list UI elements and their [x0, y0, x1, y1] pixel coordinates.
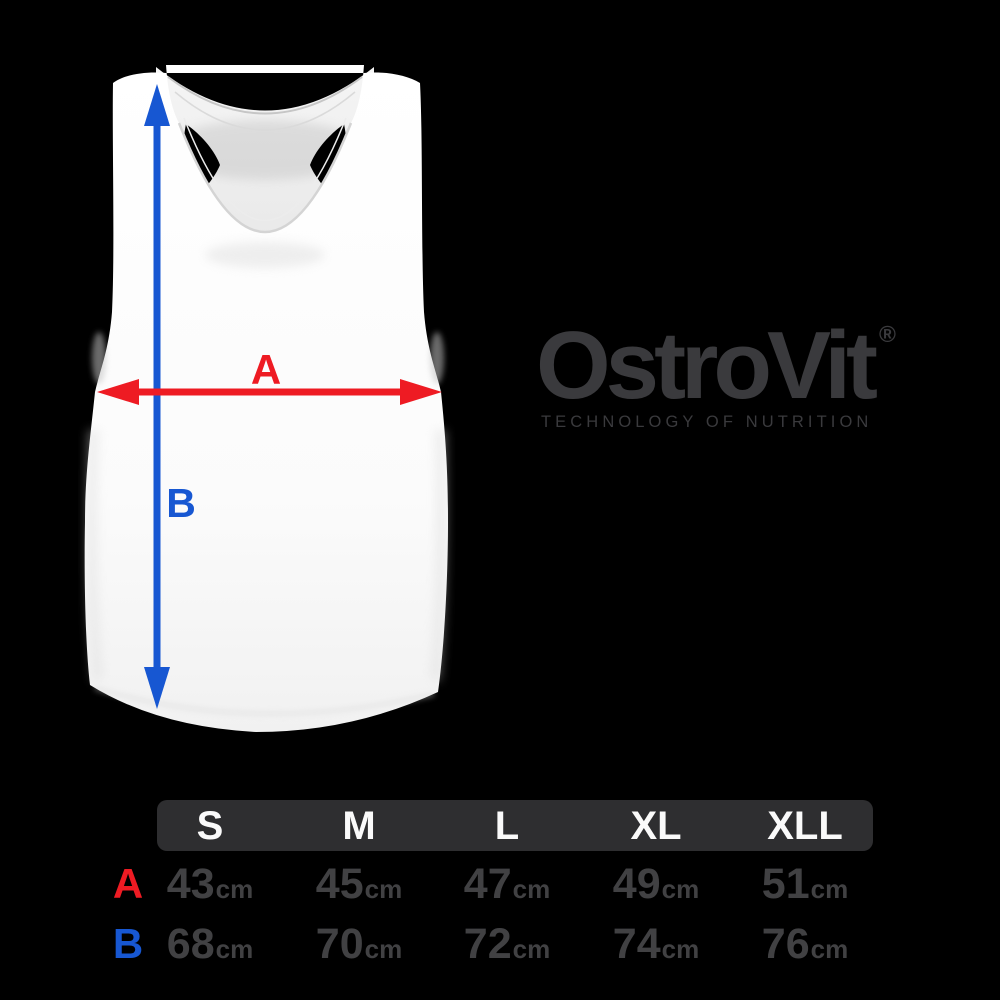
back-neck-seam: [167, 76, 363, 115]
value-unit: cm: [215, 874, 254, 904]
length-arrow-top-head: [144, 84, 170, 126]
value-unit: cm: [810, 874, 849, 904]
width-arrow-right-head: [400, 379, 442, 405]
value-number: 47: [463, 860, 512, 908]
size-header-xll: XLL: [767, 804, 843, 848]
value-unit: cm: [661, 874, 700, 904]
value-b-xl: 74cm: [586, 918, 726, 970]
under-scoop-shading: [205, 242, 325, 268]
brand-logo: OstroVit ®: [536, 318, 896, 414]
value-number: 43: [166, 860, 215, 908]
value-a-s: 43cm: [140, 858, 280, 910]
value-unit: cm: [364, 874, 403, 904]
value-number: 76: [761, 920, 810, 968]
value-a-xll: 51cm: [735, 858, 875, 910]
brand-tagline: TECHNOLOGY OF NUTRITION: [541, 413, 873, 431]
value-number: 72: [463, 920, 512, 968]
left-side-shading: [86, 430, 103, 682]
value-a-m: 45cm: [289, 858, 429, 910]
value-a-xl: 49cm: [586, 858, 726, 910]
length-arrow-bottom-head: [144, 667, 170, 709]
value-number: 49: [612, 860, 661, 908]
brand-name: OstroVit: [536, 312, 878, 419]
width-arrow: [97, 379, 442, 405]
width-arrow-left-head: [97, 379, 139, 405]
front-scoop-binding-inner: [183, 117, 347, 221]
hem-shading: [94, 686, 435, 716]
value-a-l: 47cm: [437, 858, 577, 910]
value-number: 45: [315, 860, 364, 908]
collar-seam: [174, 91, 356, 131]
value-b-l: 72cm: [437, 918, 577, 970]
size-header-m: M: [342, 804, 376, 848]
registered-mark: ®: [878, 321, 896, 347]
value-number: 68: [166, 920, 215, 968]
value-unit: cm: [810, 934, 849, 964]
row-label-a: A: [112, 860, 144, 907]
value-unit: cm: [512, 934, 551, 964]
value-number: 51: [761, 860, 810, 908]
width-measure-label: A: [251, 346, 281, 393]
front-scoop-binding: [177, 122, 353, 234]
right-side-shading: [430, 430, 447, 682]
left-armpit-shadow: [92, 332, 106, 384]
value-unit: cm: [512, 874, 551, 904]
tank-top-body: [84, 65, 449, 732]
size-header-s: S: [196, 804, 224, 848]
row-label-b: B: [112, 920, 144, 967]
value-unit: cm: [661, 934, 700, 964]
value-b-xll: 76cm: [735, 918, 875, 970]
size-header-xl: XL: [630, 804, 682, 848]
value-b-s: 68cm: [140, 918, 280, 970]
value-number: 74: [612, 920, 661, 968]
length-arrow: [144, 84, 170, 709]
value-unit: cm: [215, 934, 254, 964]
size-header-band: [157, 800, 873, 851]
value-number: 70: [315, 920, 364, 968]
value-b-m: 70cm: [289, 918, 429, 970]
length-measure-label: B: [166, 480, 196, 526]
size-header-l: L: [494, 804, 520, 848]
value-unit: cm: [364, 934, 403, 964]
right-armpit-shadow: [430, 332, 444, 384]
